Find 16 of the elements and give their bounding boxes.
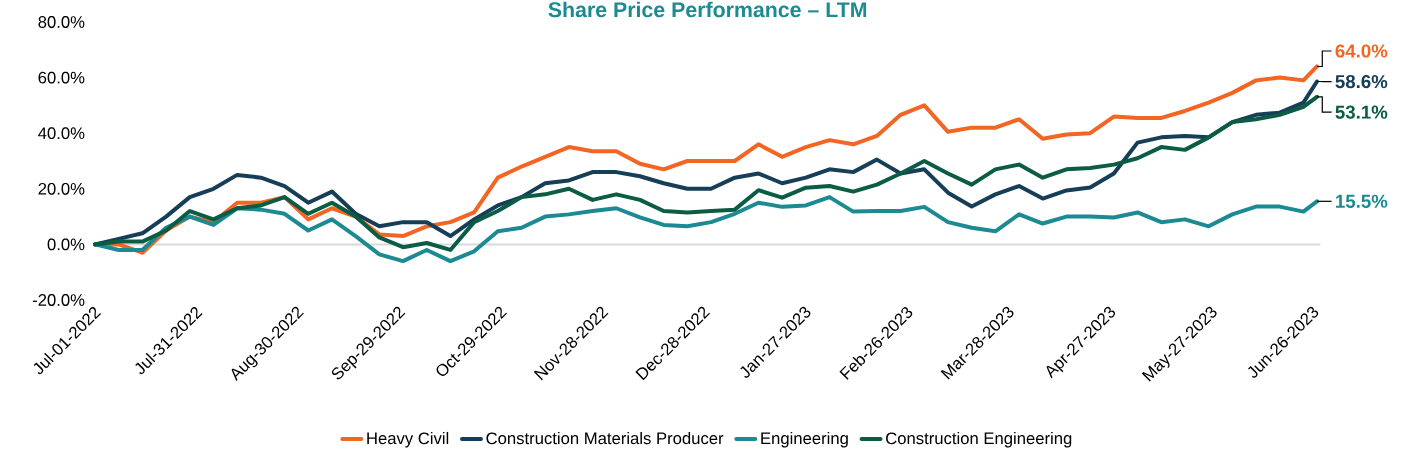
y-tick-label: -20.0%	[32, 294, 85, 306]
annotation: 15.5%	[1336, 194, 1388, 208]
legend-label: Heavy Civil	[367, 431, 449, 448]
annotation: 58.6%	[1335, 74, 1388, 89]
y-tick-label: 0.0%	[47, 238, 85, 251]
y-tick-label: 80.0%	[38, 16, 85, 28]
chart-title: Share Price Performance – LTM	[548, 1, 867, 18]
y-tick-label: 40.0%	[38, 127, 85, 140]
y-tick-label: 60.0%	[38, 71, 85, 84]
line-series	[93, 195, 1319, 264]
legend-label: Engineering	[761, 431, 848, 448]
annotation: 53.1%	[1335, 105, 1388, 119]
y-tick-label: 20.0%	[38, 182, 85, 195]
legend-label: Construction Materials Producer	[486, 431, 724, 445]
legend-label: Construction Engineering	[886, 431, 1072, 448]
annotation: 64.0%	[1335, 44, 1388, 58]
